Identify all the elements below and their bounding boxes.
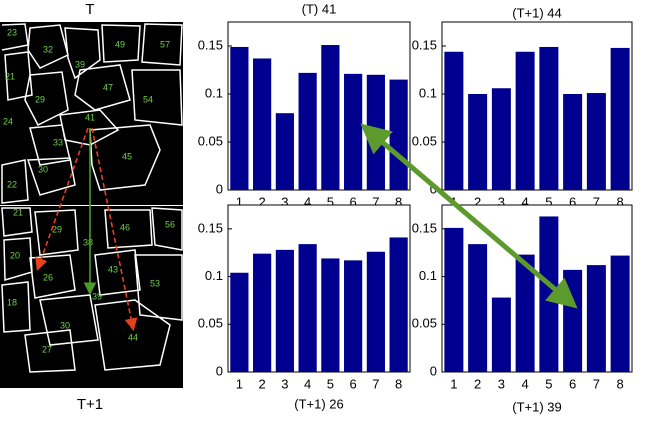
x-tick-label: 1	[236, 376, 243, 391]
cell-label: 24	[3, 116, 13, 126]
cell-label: 47	[103, 82, 113, 92]
y-tick-label: 0.1	[419, 85, 437, 100]
cell-label: 43	[108, 264, 118, 274]
y-tick-label: 0.15	[412, 220, 437, 235]
y-tick-label: 0.05	[198, 316, 223, 331]
x-tick-label: 3	[498, 376, 505, 391]
bar	[492, 298, 511, 372]
cell-label: 27	[42, 344, 52, 354]
cell-label: 29	[52, 224, 62, 234]
x-tick-label: 2	[259, 376, 266, 391]
bar	[230, 273, 248, 372]
bar	[516, 52, 535, 190]
y-tick-label: 0.1	[205, 85, 223, 100]
x-tick-label: 4	[304, 376, 311, 391]
cell-label: 44	[128, 332, 138, 342]
bar	[468, 94, 487, 190]
bar	[390, 237, 408, 372]
cell-label: 39	[75, 59, 85, 69]
x-tick-label: 4	[522, 376, 529, 391]
cell-label: 49	[115, 39, 125, 49]
bar	[390, 80, 408, 190]
bar	[276, 113, 294, 190]
cell-label: 33	[53, 137, 63, 147]
bar	[444, 52, 463, 190]
cell-label: 53	[150, 278, 160, 288]
cell-label: 21	[5, 71, 15, 81]
x-tick-label: 6	[569, 376, 576, 391]
x-tick-label: 1	[450, 376, 457, 391]
x-tick-label: 5	[327, 376, 334, 391]
chart-title: (T+1) 44	[512, 5, 562, 20]
chart-title: (T) 41	[302, 1, 337, 16]
bar	[539, 47, 558, 190]
bar	[367, 252, 385, 372]
y-tick-label: 0	[216, 363, 223, 378]
bar	[276, 250, 294, 372]
cell-label: 45	[122, 151, 132, 161]
image-label: T	[85, 1, 94, 18]
y-tick-label: 0.1	[419, 268, 437, 283]
x-tick-label: 7	[593, 376, 600, 391]
x-tick-label: 2	[474, 376, 481, 391]
bar	[587, 93, 606, 190]
y-tick-label: 0.05	[198, 133, 223, 148]
y-tick-label: 0.15	[198, 37, 223, 52]
cell-label: 57	[160, 39, 170, 49]
cell-label: 38	[83, 237, 93, 247]
cell-label: 41	[85, 112, 95, 122]
x-tick-label: 8	[617, 376, 624, 391]
x-tick-label: 7	[372, 376, 379, 391]
cell-label: 22	[7, 179, 17, 189]
figure: 2332394957212947542441334530222129465620…	[0, 0, 665, 422]
cell-label: 26	[43, 272, 53, 282]
bar	[444, 228, 463, 372]
cell-label: 39	[92, 291, 102, 301]
cell-label: 20	[10, 250, 20, 260]
cell-label: 23	[7, 27, 17, 37]
bar	[253, 58, 271, 190]
bar	[321, 258, 339, 372]
cell-label: 46	[120, 222, 130, 232]
y-tick-label: 0.15	[412, 37, 437, 52]
cell-label: 18	[7, 297, 17, 307]
chart-title: (T+1) 26	[294, 396, 344, 411]
y-tick-label: 0.05	[412, 133, 437, 148]
bar	[539, 216, 558, 372]
bar	[321, 45, 339, 190]
x-tick-label: 5	[545, 376, 552, 391]
bar	[230, 47, 248, 190]
bar	[611, 48, 630, 190]
bar	[563, 94, 582, 190]
cell-label: 32	[43, 44, 53, 54]
bar	[253, 254, 271, 372]
bar	[587, 265, 606, 372]
bar	[492, 88, 511, 190]
image-label: T+1	[77, 396, 103, 413]
bar	[344, 260, 362, 372]
bar	[563, 270, 582, 372]
y-tick-label: 0	[216, 181, 223, 196]
x-tick-label: 3	[281, 376, 288, 391]
cell-label: 29	[35, 94, 45, 104]
bar	[611, 256, 630, 372]
x-tick-label: 6	[350, 376, 357, 391]
x-tick-label: 8	[395, 376, 402, 391]
bar	[299, 244, 317, 372]
bar	[468, 244, 487, 372]
y-tick-label: 0.15	[198, 220, 223, 235]
cell-label: 21	[13, 207, 23, 217]
bar	[344, 74, 362, 190]
bar	[299, 73, 317, 190]
cell-label: 30	[38, 164, 48, 174]
cell-label: 56	[165, 219, 175, 229]
cell-label: 30	[60, 320, 70, 330]
y-tick-label: 0	[430, 363, 437, 378]
y-tick-label: 0.05	[412, 316, 437, 331]
cell-label: 54	[143, 94, 153, 104]
chart-title: (T+1) 39	[512, 399, 562, 414]
y-tick-label: 0.1	[205, 268, 223, 283]
